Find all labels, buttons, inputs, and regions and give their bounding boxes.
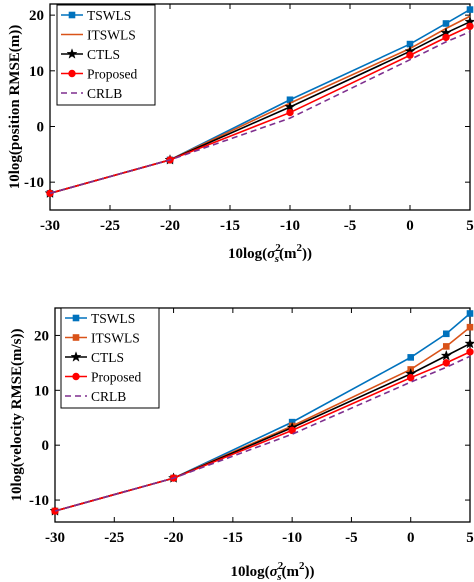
legend-label-ctls: CTLS [91,350,124,365]
data-point-proposed [406,51,414,59]
x-axis-label: 10log(σ2 s(m2)) [230,560,314,582]
plot-area [54,307,471,523]
data-point-tswls [466,310,474,317]
legend-marker-itswls [72,334,80,341]
data-point-proposed [288,426,296,435]
data-point-tswls [466,6,474,13]
data-point-proposed [442,33,450,42]
y-tick-label: 0 [37,119,45,135]
data-point-proposed [466,348,474,356]
series-line-crlb [54,355,471,512]
data-point-tswls [442,330,450,338]
x-tick-label: -30 [40,218,60,234]
legend-label-proposed: Proposed [87,67,137,82]
data-point-itswls [466,323,474,331]
x-tick-label: -5 [345,530,358,546]
legend-marker-proposed [68,69,76,78]
chart-panel-2: -30 -25 -20 -15 -10 -5 0 5 -10 0 10 20 10log(σ2 s(m2)… [9,307,474,582]
legend-label-crlb: CRLB [87,86,122,101]
legend-label-itswls: ITSWLS [91,331,140,346]
legend-marker-proposed [72,372,80,381]
x-tick-label: -10 [282,530,302,546]
data-point-proposed [286,108,294,117]
x-tick-label: -25 [104,530,124,546]
chart-panel-1: -30 -25 -20 -15 -10 -5 0 5 -10 0 10 20 10log(σ2 s(m2)… [7,3,474,265]
x-tick-label: -10 [280,218,300,234]
data-point-proposed [466,22,474,30]
legend-label-tswls: TSWLS [91,311,135,326]
legend-marker-ctls [70,351,82,362]
plot-area [49,3,471,211]
legend-label-itswls: ITSWLS [87,28,136,43]
y-tick-label: -10 [29,493,49,509]
data-point-tswls [442,20,450,27]
x-tick-label: 5 [466,530,474,546]
legend-marker-tswls [72,314,80,322]
y-axis-label: 10log(position RMSE(m)) [7,25,23,190]
y-axis-label: 10log(velocity RMSE(m/s)) [9,329,25,502]
legend-label-crlb: CRLB [91,389,126,404]
legend-label-proposed: Proposed [91,370,141,385]
data-point-proposed [407,373,415,382]
series-line-crlb [49,31,471,195]
x-tick-label: -15 [223,530,243,546]
y-tick-label: 20 [29,8,44,24]
y-tick-label: 10 [29,64,44,80]
x-tick-label: -5 [344,218,357,234]
y-tick-label: 10 [34,383,49,399]
data-point-ctls [440,349,452,361]
x-tick-label: -15 [220,218,240,234]
x-tick-label: 0 [407,530,415,546]
data-point-itswls [442,343,450,350]
x-tick-label: -20 [164,530,184,546]
data-point-tswls [407,354,415,361]
y-tick-label: 0 [42,438,50,454]
x-tick-label: 5 [466,218,474,234]
x-tick-label: -25 [100,218,120,234]
x-tick-label: 0 [406,218,414,234]
legend: TSWLS ITSWLS CTLS Proposed CRLB [56,4,156,106]
legend: TSWLS ITSWLS CTLS Proposed CRLB [60,307,160,409]
legend-marker-ctls [66,48,78,59]
legend-marker-tswls [68,11,76,19]
y-tick-label: -10 [24,175,44,191]
x-axis-label: 10log(σ2 s(m2)) [228,242,312,265]
legend-label-tswls: TSWLS [87,8,131,23]
y-tick-label: 20 [34,328,49,344]
data-point-proposed [442,359,450,367]
x-tick-label: -30 [45,530,65,546]
legend-label-ctls: CTLS [87,47,120,62]
x-tick-label: -20 [160,218,180,234]
